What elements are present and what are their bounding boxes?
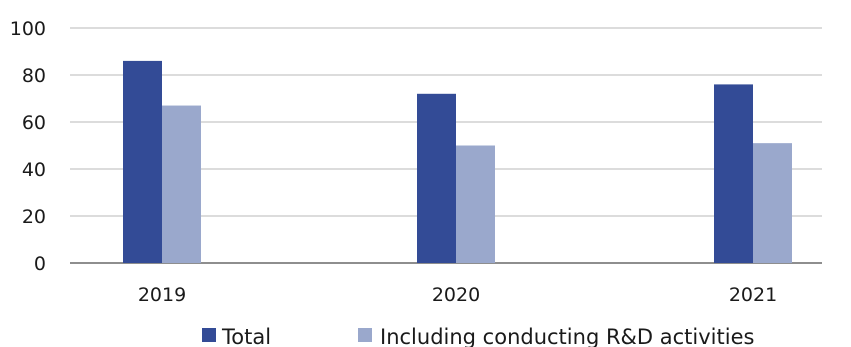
x-tick-label: 2020	[432, 284, 480, 306]
y-tick-label: 20	[22, 206, 46, 228]
x-tick-label: 2021	[729, 284, 777, 306]
legend-swatch-rd	[358, 328, 372, 342]
bar-total-2020	[417, 93, 456, 263]
y-tick-label: 100	[10, 18, 46, 40]
y-tick-label: 40	[22, 159, 46, 181]
legend-label-total: Total	[221, 325, 271, 347]
x-axis-tick-labels: 2019 2020 2021	[138, 284, 777, 306]
y-tick-label: 80	[22, 65, 46, 87]
legend-label-rd: Including conducting R&D activities	[380, 325, 754, 347]
bar-rd-2020	[456, 145, 495, 263]
bar-rd-2019	[162, 105, 201, 263]
legend-swatch-total	[202, 328, 216, 342]
bars	[123, 60, 792, 264]
y-axis-tick-labels: 0 20 40 60 80 100	[10, 18, 46, 275]
y-tick-label: 0	[34, 253, 46, 275]
bar-total-2021	[714, 84, 753, 264]
x-tick-label: 2019	[138, 284, 186, 306]
y-tick-label: 60	[22, 112, 46, 134]
bar-total-2019	[123, 60, 162, 264]
legend: Total Including conducting R&D activities	[202, 325, 754, 347]
bar-rd-2021	[753, 143, 792, 263]
